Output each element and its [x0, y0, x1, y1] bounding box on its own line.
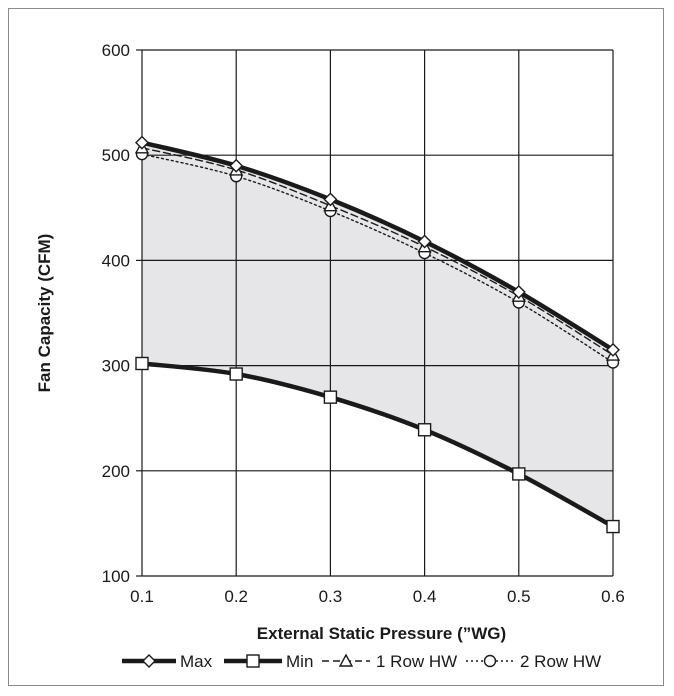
legend-label-max: Max: [180, 652, 213, 671]
legend-label-1-row-hw: 1 Row HW: [376, 652, 457, 671]
data-point-min: [229, 367, 243, 381]
y-tick-label: 200: [102, 462, 130, 481]
legend: Max Min 1 Row HW 2 Row HW: [122, 652, 601, 671]
x-tick-label: 0.5: [507, 587, 531, 606]
data-point-min: [323, 390, 338, 404]
legend-label-2-row-hw: 2 Row HW: [520, 652, 601, 671]
legend-marker-2-row-hw: [483, 654, 497, 668]
y-tick-label: 300: [102, 357, 130, 376]
x-tick-label: 0.1: [130, 587, 154, 606]
data-point-max: [606, 342, 620, 357]
data-point-min: [417, 423, 432, 437]
tick-labels: 0.1 0.2 0.3 0.4 0.5 0.6 100 200 300 400 500 600: [102, 41, 625, 606]
y-tick-label: 400: [102, 251, 130, 270]
series-line-2-row-hw: [141, 153, 614, 364]
data-point-min: [512, 467, 526, 481]
data-point-max: [417, 234, 432, 249]
y-tick-label: 100: [102, 567, 130, 586]
y-axis-label: Fan Capacity (CFM): [35, 234, 54, 393]
legend-label-min: Min: [286, 652, 313, 671]
shaded-region: [142, 142, 613, 527]
x-tick-label: 0.6: [601, 587, 625, 606]
x-axis-label: External Static Pressure (”WG): [257, 624, 506, 643]
series: [134, 135, 621, 534]
y-tick-label: 600: [102, 41, 130, 60]
data-point-max: [323, 192, 338, 207]
data-point-min: [606, 519, 620, 534]
data-point-max: [135, 135, 149, 150]
legend-marker-1-row-hw: [338, 653, 354, 667]
x-tick-label: 0.3: [319, 587, 343, 606]
x-tick-label: 0.2: [224, 587, 248, 606]
shaded-range: [142, 142, 613, 527]
data-point-max: [229, 158, 244, 173]
legend-marker-min: [246, 654, 260, 668]
data-point-min: [135, 356, 149, 371]
legend-marker-max: [142, 654, 156, 668]
y-tick-label: 500: [102, 146, 130, 165]
x-tick-label: 0.4: [413, 587, 437, 606]
data-point-max: [511, 284, 526, 299]
